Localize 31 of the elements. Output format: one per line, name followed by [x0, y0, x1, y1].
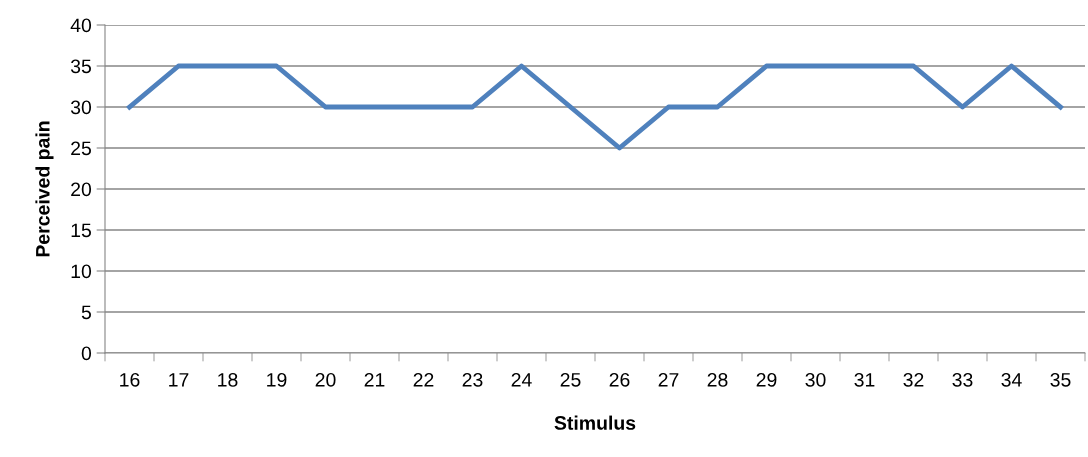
x-tick-label: 18 — [218, 372, 238, 387]
x-tick-label: 26 — [609, 372, 630, 387]
y-tick-label: 15 — [71, 223, 91, 238]
x-tick-label: 17 — [169, 373, 189, 387]
x-axis-title: Stimulus — [554, 415, 636, 430]
y-tick-label: 30 — [70, 100, 92, 115]
x-tick-label: 30 — [805, 372, 826, 387]
x-tick-label: 33 — [952, 372, 973, 387]
x-tick-label: 27 — [658, 372, 679, 387]
x-tick-label: 32 — [903, 372, 924, 387]
y-axis-title: Perceived pain — [35, 121, 54, 257]
x-tick-label: 34 — [1001, 372, 1022, 387]
x-tick-label: 23 — [462, 372, 483, 387]
y-tick-label: 35 — [70, 59, 91, 74]
x-tick-label: 21 — [364, 372, 385, 387]
x-tick-label: 22 — [413, 372, 434, 387]
x-tick-label: 29 — [756, 372, 777, 387]
y-tick-label: 5 — [81, 305, 91, 320]
x-tick-label: 31 — [854, 372, 875, 387]
y-tick-label: 25 — [71, 141, 91, 156]
y-tick-label: 10 — [71, 264, 92, 279]
x-tick-label: 16 — [120, 372, 140, 387]
x-tick-label: 19 — [267, 372, 287, 387]
x-tick-label: 28 — [707, 372, 728, 387]
x-tick-label: 35 — [1050, 372, 1071, 387]
y-tick-label: 20 — [71, 182, 92, 197]
y-tick-label: 40 — [70, 18, 92, 33]
y-tick-label: 0 — [81, 346, 92, 361]
x-tick-label: 24 — [511, 372, 532, 387]
x-tick-label: 25 — [560, 372, 581, 387]
x-tick-label: 20 — [315, 372, 336, 387]
